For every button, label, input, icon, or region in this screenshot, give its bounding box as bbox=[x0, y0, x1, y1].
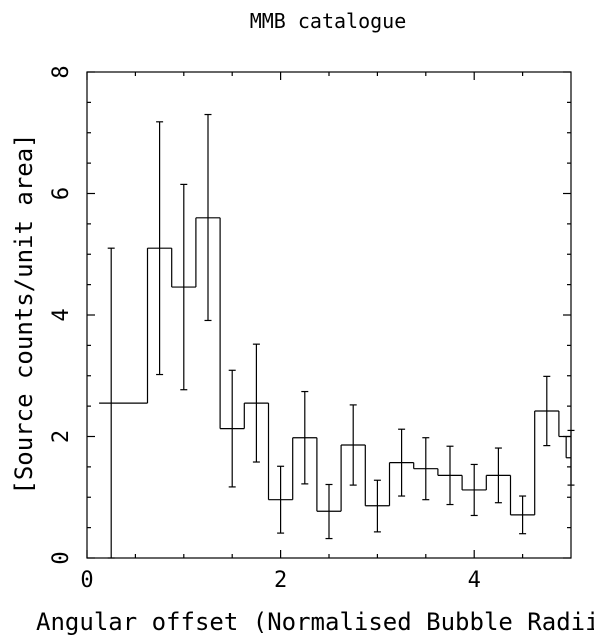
y-tick-label: 2 bbox=[49, 430, 74, 443]
error-bars bbox=[107, 113, 575, 559]
plot-frame bbox=[86, 71, 572, 559]
x-tick-label: 2 bbox=[274, 568, 287, 593]
axis-ticks: 0 2 4 0 2 4 6 8 bbox=[49, 65, 571, 593]
x-tick-label: 0 bbox=[80, 568, 93, 593]
y-tick-label: 0 bbox=[49, 551, 74, 564]
y-tick-label: 8 bbox=[49, 65, 74, 78]
chart-title: MMB catalogue bbox=[250, 9, 407, 33]
y-tick-label: 4 bbox=[49, 308, 74, 321]
y-tick-label: 6 bbox=[49, 187, 74, 200]
y-axis-title: [Source counts/unit area] bbox=[10, 133, 38, 494]
x-axis-title: Angular offset (Normalised Bubble Radii) bbox=[36, 608, 594, 636]
x-tick-label: 4 bbox=[468, 568, 481, 593]
